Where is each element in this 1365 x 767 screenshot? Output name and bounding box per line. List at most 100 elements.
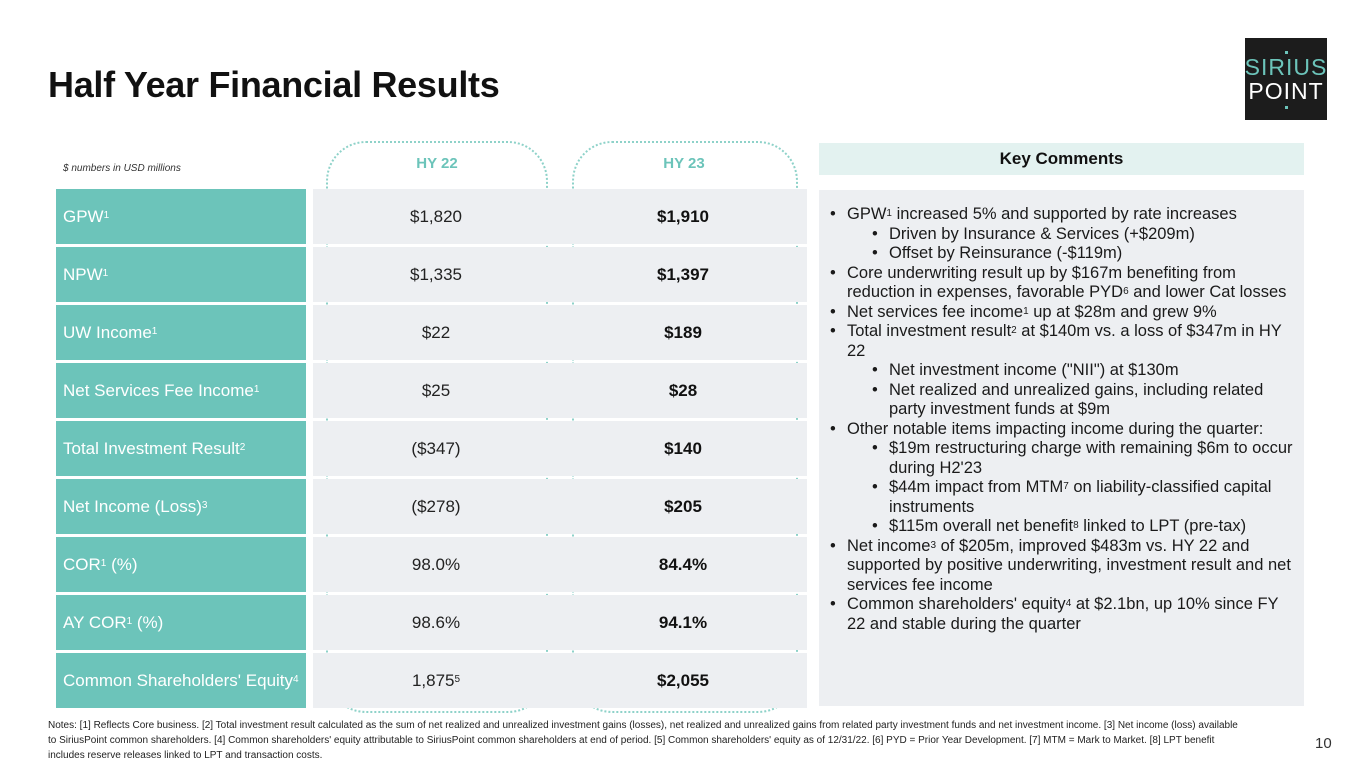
cell-value: 98.0% [411, 554, 461, 574]
cell-value: $1,335 [410, 264, 462, 284]
row-label-suffix: (%) [132, 613, 164, 632]
key-comments-list: GPW1 increased 5% and supported by rate … [825, 205, 1296, 634]
bullet: Common shareholders' equity4 at $2.1bn, … [825, 595, 1296, 634]
key-comments-header: Key Comments [819, 143, 1304, 175]
sub-bullet: Net investment income ("NII") at $130m [825, 361, 1296, 381]
logo-line1: SIRIUS [1244, 54, 1328, 80]
bullet-text: Core underwriting result up by $167m ben… [847, 263, 1236, 302]
footnote-marker: 3 [930, 539, 937, 551]
logo-line2: POINT [1248, 78, 1324, 104]
cell-hy22: $22 [313, 305, 559, 360]
sub-bullet: Offset by Reinsurance (-$119m) [825, 244, 1296, 264]
bullet-text: Driven by Insurance & Services (+$209m) [889, 224, 1195, 243]
bullet-text: of $205m, improved $483m vs. HY 22 and s… [847, 536, 1291, 594]
table-row: GPW1 $1,820 $1,910 [56, 189, 807, 244]
key-comments-panel: GPW1 increased 5% and supported by rate … [819, 190, 1304, 706]
cell-hy23: $205 [559, 479, 807, 534]
row-label-text: Total Investment Result [63, 439, 240, 458]
row-label-text: GPW [63, 207, 104, 226]
cell-hy22: ($278) [313, 479, 559, 534]
cell-value: ($278) [411, 496, 461, 516]
table-row: Total Investment Result2 ($347) $140 [56, 421, 807, 476]
bullet: Net income3 of $205m, improved $483m vs.… [825, 537, 1296, 596]
cell-hy23: $140 [559, 421, 807, 476]
bullet-text: at $140m vs. a loss of $347m in HY 22 [847, 322, 1282, 360]
sub-bullet: Driven by Insurance & Services (+$209m) [825, 225, 1296, 245]
cell-hy23: $1,910 [559, 189, 807, 244]
cell-hy23: $189 [559, 305, 807, 360]
cell-hy22: 98.6% [313, 595, 559, 650]
bullet-text: Offset by Reinsurance (-$119m) [889, 244, 1123, 262]
table-row: Common Shareholders' Equity4 1,875 5 $2,055 [56, 653, 807, 708]
row-label-text: NPW [63, 265, 103, 284]
row-label: Common Shareholders' Equity4 [56, 653, 306, 708]
page-number: 10 [1315, 735, 1332, 752]
bullet: Total investment result2 at $140m vs. a … [825, 322, 1296, 361]
bullet-text: $44m impact from MTM [889, 478, 1064, 496]
footnote-marker: 3 [201, 500, 208, 511]
row-label: GPW1 [56, 189, 306, 244]
column-header-hy23: HY 23 [663, 155, 705, 172]
bullet-text: Total investment result [847, 322, 1012, 340]
cell-hy23: $28 [559, 363, 807, 418]
bullet-text: linked to LPT (pre-tax) [1078, 517, 1247, 535]
footnote-marker: 4 [1065, 598, 1072, 609]
row-label: Net Services Fee Income1 [56, 363, 306, 418]
row-label: NPW1 [56, 247, 306, 302]
row-label-suffix: (%) [106, 555, 138, 574]
sub-bullet: $44m impact from MTM7 on liability-class… [825, 478, 1296, 517]
cell-hy22: $1,335 [313, 247, 559, 302]
logo-star-icon [1285, 106, 1288, 109]
footnote-marker: 6 [1123, 286, 1129, 297]
bullet-text: $115m overall net benefit [889, 517, 1074, 535]
footnote-marker: 1 [253, 384, 260, 395]
footnote-marker: 2 [239, 442, 246, 453]
logo-star-icon [1285, 51, 1288, 54]
table-row: NPW1 $1,335 $1,397 [56, 247, 807, 302]
bullet-text: Net realized and unrealized gains, inclu… [889, 380, 1264, 419]
bullet-text: $19m restructuring charge with remaining… [889, 439, 1293, 477]
row-label: Total Investment Result2 [56, 421, 306, 476]
bullet-text: increased 5% and supported by rate incre… [891, 205, 1237, 223]
footnote-marker: 1 [103, 210, 110, 221]
bullet-text: Net investment income ("NII") at $130m [889, 361, 1179, 379]
bullet-text: Net services fee income [847, 302, 1024, 321]
table-row: AY COR1 (%) 98.6% 94.1% [56, 595, 807, 650]
row-label: AY COR1 (%) [56, 595, 306, 650]
cell-hy22: 1,875 5 [313, 653, 559, 708]
table-row: COR1 (%) 98.0% 84.4% [56, 537, 807, 592]
footnotes: Notes: [1] Reflects Core business. [2] T… [48, 720, 1238, 761]
row-label: Net Income (Loss)3 [56, 479, 306, 534]
footnote-marker: 1 [886, 208, 892, 219]
footnote-marker: 1 [1023, 305, 1029, 317]
siriuspoint-logo: SIRIUS POINT [1245, 38, 1327, 120]
bullet-text: and lower Cat losses [1128, 283, 1287, 301]
row-label-text: Net Services Fee Income [63, 381, 254, 400]
table-row: UW Income1 $22 $189 [56, 305, 807, 360]
sub-bullet: Net realized and unrealized gains, inclu… [825, 381, 1296, 420]
table-row: Net Income (Loss)3 ($278) $205 [56, 479, 807, 534]
bullet-text: on liability-classified capital instrume… [889, 478, 1272, 516]
cell-hy22: $1,820 [313, 189, 559, 244]
cell-hy22: 98.0% [313, 537, 559, 592]
row-label: UW Income1 [56, 305, 306, 360]
column-header-hy22: HY 22 [416, 155, 458, 172]
footnote-marker: 8 [1073, 520, 1079, 531]
cell-hy22: $25 [313, 363, 559, 418]
footnote-marker: 1 [100, 558, 107, 569]
cell-hy22: ($347) [313, 421, 559, 476]
cell-value: 98.6% [411, 612, 461, 632]
row-label-text: AY COR [63, 613, 127, 632]
cell-value: 1,875 [411, 670, 455, 690]
row-label-text: Net Income (Loss) [63, 497, 202, 516]
bullet-text: Common shareholders' equity [847, 595, 1066, 613]
footnote-marker: 1 [126, 616, 133, 627]
footnote-marker: 5 [454, 674, 461, 685]
row-label-text: COR [63, 555, 101, 574]
cell-hy23: $2,055 [559, 653, 807, 708]
row-label: COR1 (%) [56, 537, 306, 592]
page-title: Half Year Financial Results [48, 64, 500, 105]
bullet: Net services fee income1 up at $28m and … [825, 303, 1296, 323]
table-row: Net Services Fee Income1 $25 $28 [56, 363, 807, 418]
bullet-text: GPW [847, 205, 887, 223]
